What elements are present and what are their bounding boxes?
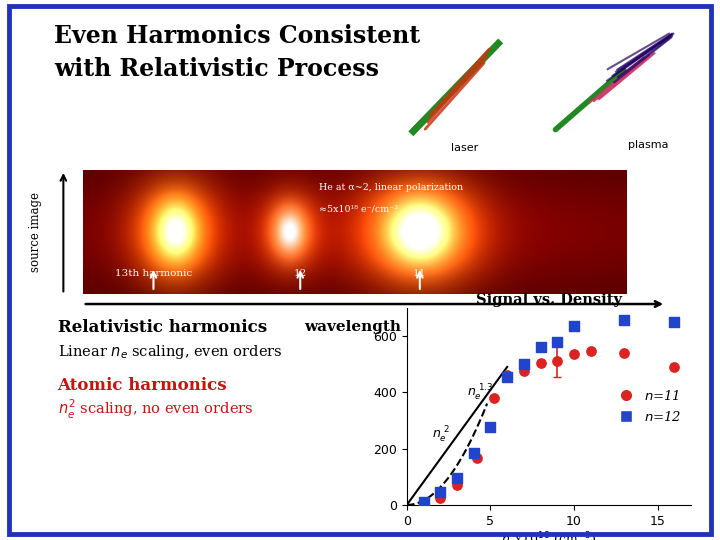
Point: [488, 394, 500, 402]
Text: with Relativistic Process: with Relativistic Process: [54, 57, 379, 80]
Point: [535, 359, 546, 367]
Point: [518, 367, 530, 375]
Point: [472, 454, 483, 463]
Point: [451, 474, 463, 482]
Point: [468, 449, 480, 457]
Text: $n_e^{\ 1.3}$: $n_e^{\ 1.3}$: [467, 383, 494, 403]
Point: [618, 316, 630, 325]
Legend: $n$=11, $n$=12: $n$=11, $n$=12: [610, 387, 685, 426]
Text: $n_e^{\ 2}$: $n_e^{\ 2}$: [432, 425, 450, 445]
Point: [552, 338, 563, 346]
Point: [418, 497, 429, 506]
Point: [618, 348, 630, 357]
Text: Linear $n_e$ scaling, even orders: Linear $n_e$ scaling, even orders: [58, 343, 282, 361]
Text: $n_e^{2}$ scaling, no even orders: $n_e^{2}$ scaling, no even orders: [58, 397, 253, 421]
Text: ≈5x10¹⁸ e⁻/cm⁻³: ≈5x10¹⁸ e⁻/cm⁻³: [319, 205, 398, 214]
Point: [669, 363, 680, 372]
Point: [669, 318, 680, 326]
Text: laser: laser: [451, 143, 478, 153]
Point: [535, 343, 546, 352]
Text: 13th harmonic: 13th harmonic: [115, 269, 192, 279]
Text: wavelength: wavelength: [305, 320, 401, 334]
X-axis label: $n_e$x10$^{18}$ (cm$^{-3}$): $n_e$x10$^{18}$ (cm$^{-3}$): [501, 530, 597, 540]
Point: [568, 350, 580, 359]
Point: [434, 494, 446, 502]
Text: Even Harmonics Consistent: Even Harmonics Consistent: [54, 24, 420, 48]
Point: [568, 322, 580, 330]
Text: Atomic harmonics: Atomic harmonics: [58, 377, 228, 394]
Point: [485, 423, 496, 432]
Text: He at α~2, linear polarization: He at α~2, linear polarization: [319, 183, 464, 192]
Point: [418, 498, 429, 507]
Point: [501, 373, 513, 381]
Point: [585, 347, 597, 356]
Point: [434, 488, 446, 497]
Text: source image: source image: [30, 192, 42, 272]
Point: [451, 481, 463, 489]
Point: [501, 371, 513, 380]
Text: plasma: plasma: [628, 140, 668, 151]
Point: [552, 357, 563, 366]
Title: Signal vs. Density: Signal vs. Density: [476, 293, 622, 307]
Point: [518, 360, 530, 368]
Text: 11: 11: [413, 269, 426, 279]
Text: 12: 12: [294, 269, 307, 279]
Text: Relativistic harmonics: Relativistic harmonics: [58, 319, 266, 336]
